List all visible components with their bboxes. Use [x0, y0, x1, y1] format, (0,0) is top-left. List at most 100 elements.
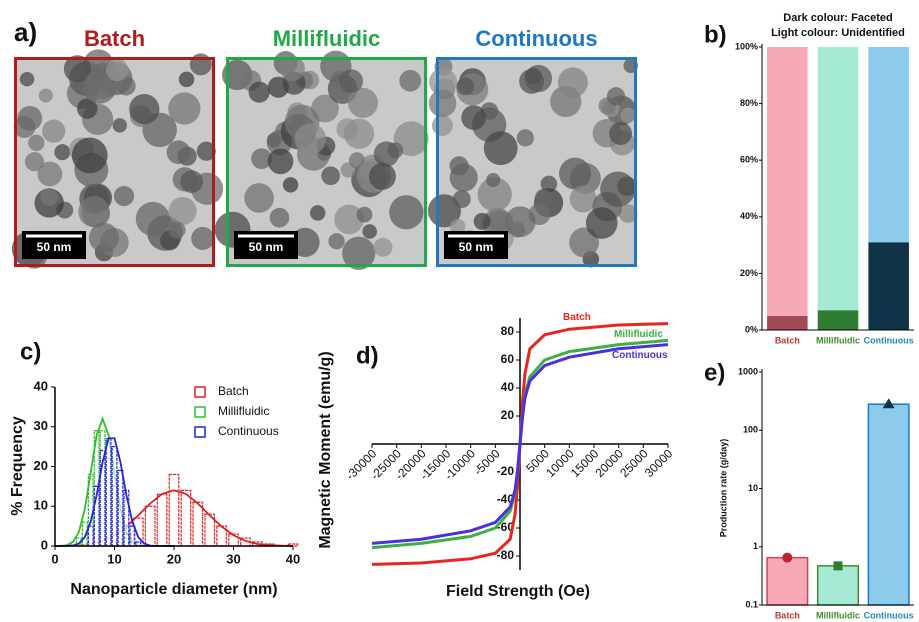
y-tick-label: 20	[501, 408, 515, 422]
particle	[356, 206, 373, 223]
y-tick-label: 80%	[740, 98, 758, 108]
y-tick-label: 30	[34, 418, 48, 433]
particle	[449, 163, 478, 192]
particle	[535, 188, 552, 206]
legend-marker	[194, 406, 206, 418]
particle	[343, 118, 375, 149]
particle	[559, 157, 591, 190]
axis	[761, 44, 914, 331]
y-tick-label: 10	[34, 498, 48, 513]
particle	[477, 177, 512, 212]
y-tick-label: 80	[501, 324, 515, 338]
bar-segment	[868, 242, 909, 330]
y-tick-label: 0%	[745, 324, 758, 334]
x-axis-label: Field Strength (Oe)	[446, 583, 590, 600]
histogram-bar	[111, 446, 118, 547]
y-tick-label: 0	[41, 537, 48, 552]
particle	[189, 53, 212, 76]
x-tick-label: 40	[286, 551, 300, 566]
x-tick-label: Millifluidic	[816, 335, 860, 345]
x-tick-label: Continuous	[864, 610, 914, 620]
axis	[761, 369, 914, 606]
particle	[399, 69, 422, 92]
bar	[766, 556, 809, 606]
particle	[24, 152, 45, 172]
particle	[63, 55, 92, 83]
particle	[28, 134, 45, 152]
particle	[168, 196, 197, 226]
particle	[42, 119, 66, 143]
panel-label: e)	[704, 359, 725, 386]
image-title: Batch	[84, 26, 145, 51]
image-frame	[14, 57, 215, 267]
y-tick-label: 20	[34, 458, 48, 473]
particle	[321, 166, 341, 186]
x-tick-label: 0	[51, 551, 58, 566]
y-tick-label: 100%	[735, 41, 758, 51]
particle	[282, 177, 299, 193]
marker	[782, 552, 793, 563]
y-tick-label: 40	[501, 380, 515, 394]
image-title: Continuous	[475, 26, 597, 51]
series-label: Batch	[563, 312, 591, 323]
particle	[373, 237, 393, 257]
y-axis-label: Magnetic Moment (emu/g)	[317, 351, 334, 548]
x-tick-label: 30	[226, 551, 240, 566]
y-tick-label: -20	[497, 464, 515, 478]
histogram-bar	[105, 438, 112, 547]
bar-segment	[767, 315, 808, 330]
particle	[373, 141, 400, 167]
particle	[82, 69, 117, 104]
particle	[71, 137, 108, 174]
y-tick-label: 1	[753, 541, 758, 551]
histogram-bar	[156, 493, 168, 547]
x-tick-label: Continuous	[864, 335, 914, 345]
particle	[569, 185, 597, 213]
particle	[78, 196, 110, 228]
panel-label: a)	[14, 17, 37, 47]
particle	[113, 185, 135, 207]
particle	[105, 58, 129, 82]
y-tick-label: -80	[497, 548, 515, 562]
scale-bar-label: 50 nm	[459, 240, 494, 254]
y-tick-label: 40	[34, 378, 48, 393]
particle	[600, 171, 636, 207]
histogram-bar	[192, 501, 204, 547]
y-tick-label: 10	[748, 483, 758, 493]
particle	[76, 98, 98, 119]
legend-label: Continuous	[218, 424, 279, 438]
particle	[428, 67, 457, 96]
particle	[19, 71, 35, 87]
particle	[334, 204, 364, 235]
particle	[449, 218, 466, 235]
panel-label: b)	[704, 21, 727, 48]
particle	[456, 77, 475, 96]
particle	[347, 87, 378, 118]
series-label: Millifluidic	[614, 329, 663, 340]
scale-bar-label: 50 nm	[37, 240, 72, 254]
particle	[17, 105, 43, 131]
x-tick-label: Batch	[775, 610, 800, 620]
particle	[129, 93, 160, 125]
bar-segment	[817, 310, 859, 330]
particle	[280, 56, 305, 82]
particle	[294, 123, 326, 155]
particle	[37, 161, 63, 187]
particle	[368, 162, 396, 190]
histogram-bar	[144, 505, 156, 547]
scale-bar-label: 50 nm	[249, 240, 284, 254]
particle	[585, 207, 618, 239]
particle	[348, 152, 365, 169]
y-tick-label: 100	[743, 425, 758, 435]
y-tick-label: 60%	[740, 155, 758, 165]
particle	[473, 212, 491, 230]
histogram-bar	[129, 525, 136, 547]
chart-title: Light colour: Unidentified	[771, 27, 905, 39]
image-title: Millifluidic	[273, 26, 381, 51]
image-frame	[226, 57, 427, 267]
particle	[540, 175, 558, 193]
particle	[112, 118, 127, 133]
particle	[486, 172, 501, 188]
particle	[244, 183, 274, 213]
particle	[557, 67, 588, 98]
